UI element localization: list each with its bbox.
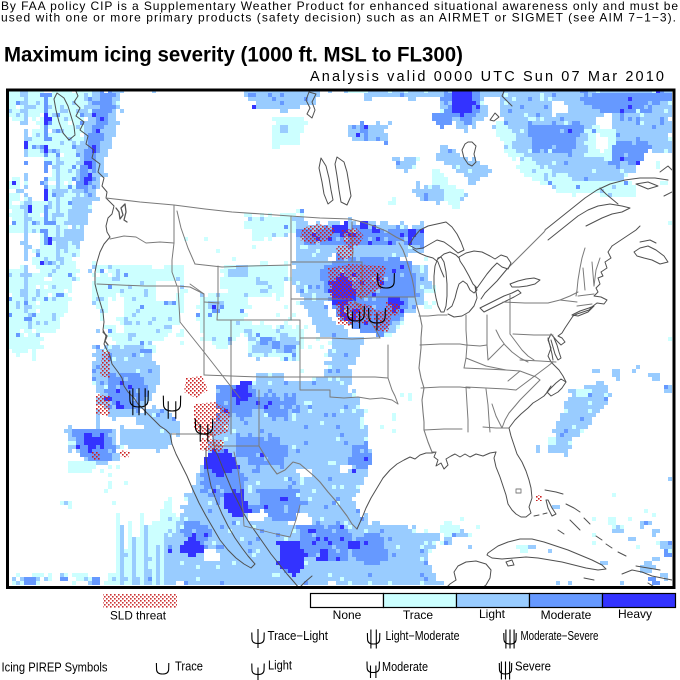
svg-text:Light: Light bbox=[268, 659, 292, 673]
svg-text:By FAA policy CIP is a Supplem: By FAA policy CIP is a Supplementary Wea… bbox=[1, 0, 678, 13]
svg-text:Trace: Trace bbox=[403, 608, 434, 622]
svg-text:used with one or more primary: used with one or more primary products (… bbox=[1, 11, 676, 25]
svg-text:Heavy: Heavy bbox=[618, 607, 652, 621]
svg-text:Trace: Trace bbox=[175, 660, 203, 674]
svg-text:Light: Light bbox=[479, 607, 506, 621]
svg-text:Maximum icing severity (1000 f: Maximum icing severity (1000 ft. MSL to … bbox=[4, 44, 463, 67]
svg-text:Moderate: Moderate bbox=[382, 660, 428, 674]
svg-text:None: None bbox=[333, 608, 362, 622]
svg-text:Icing PIREP Symbols: Icing PIREP Symbols bbox=[2, 660, 108, 674]
svg-text:Moderate−Severe: Moderate−Severe bbox=[521, 629, 599, 643]
svg-text:Trace−Light: Trace−Light bbox=[268, 629, 329, 643]
svg-text:Moderate: Moderate bbox=[541, 608, 592, 622]
svg-text:Analysis valid 0000 UTC Sun 07: Analysis valid 0000 UTC Sun 07 Mar 2010 bbox=[310, 69, 664, 85]
svg-text:SLD threat: SLD threat bbox=[110, 609, 167, 623]
svg-text:Light−Moderate: Light−Moderate bbox=[386, 629, 460, 643]
svg-text:Severe: Severe bbox=[515, 660, 551, 674]
